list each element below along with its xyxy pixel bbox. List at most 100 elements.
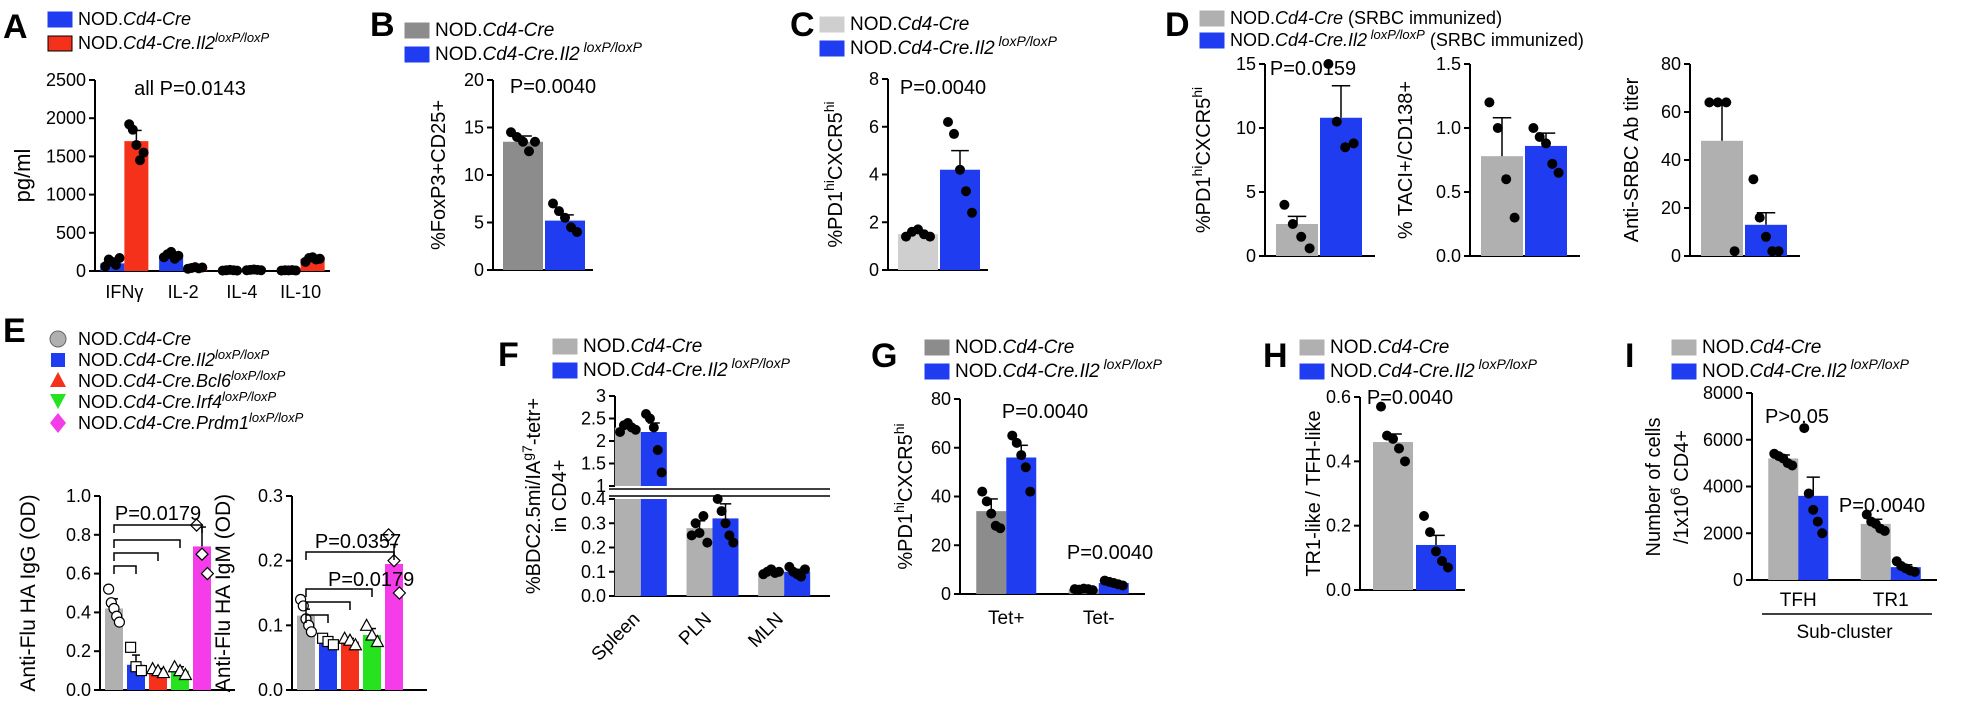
data-point [1323,59,1334,69]
annotation: P=0.0179 [328,569,414,591]
data-point [1340,142,1351,153]
y-tick-label: 2.5 [581,409,606,429]
y-tick-label: 2000 [1703,523,1743,543]
x-tick-label: IL-10 [280,282,321,302]
data-point [1817,528,1828,539]
data-point [1419,511,1429,522]
data-point [1331,116,1342,127]
legend-swatch [1671,339,1697,356]
data-point [1287,219,1298,229]
significance-bracket [305,614,329,623]
legend-label: NOD.Cd4-Cre [850,14,969,35]
legend-label: NOD.Cd4-Cre [955,337,1074,358]
data-point [124,641,137,653]
data-point [1729,246,1740,257]
legend-label: NOD.Cd4-Cre [1330,337,1449,358]
bar [1098,583,1129,594]
data-point [1348,138,1359,149]
y-axis-title: TR1-like / TFH-like [1303,410,1325,576]
data-point [1799,423,1810,434]
y-axis-title: %FoxP3+CD25+ [428,100,450,250]
y-tick-label: 1.0 [66,486,91,506]
data-point [1501,174,1512,185]
legend-swatch [1299,363,1325,380]
annotation: P=0.0040 [510,76,596,98]
y-tick-label: 15 [464,118,484,138]
panel-c: C 0 2 4 6 8 %PD1hiCXCR5hi P=0.0040 [790,6,988,280]
y-axis-title: Number of cells [1643,418,1665,557]
y-tick-label: 6000 [1703,430,1743,450]
panel-a: A 0 500 1000 1500 2000 2500 pg/ml IFNγ IL-2 IL-4 IL… [3,8,330,302]
legend-marker [51,353,65,367]
data-point [1376,401,1386,412]
y-tick-label: 8 [869,69,879,89]
y-tick-label: 0.0 [66,680,91,700]
data-point [1712,97,1723,108]
data-point [197,262,208,273]
bar [193,546,211,690]
y-tick-label: 0.2 [581,538,606,558]
data-point [1431,546,1441,557]
legend-label: NOD.Cd4-Cre (SRBC immunized) [1230,8,1502,28]
data-point [1773,246,1784,257]
y-tick-label: 0 [474,260,484,280]
data-point [370,634,385,648]
x-tick-label: Tet- [1083,608,1115,629]
data-point [686,530,697,541]
legend-swatch [404,22,430,39]
legend-swatch [1199,10,1225,27]
data-point [1492,123,1503,133]
y-tick-label: 60 [1661,102,1681,122]
y-tick-label: 0.2 [258,551,283,571]
data-point [387,553,401,568]
legend-label: NOD.Cd4-Cre [78,329,191,349]
y-axis-title: Anti-Flu HA IgG (OD) [17,494,40,691]
data-point [694,527,705,538]
legend-label: NOD.Cd4-Cre [78,9,191,29]
bar [1768,458,1799,580]
legend-label: NOD.Cd4-Cre [435,20,554,41]
legend-label: NOD.Cd4-Cre.Il2 loxP/loxP (SRBC immunize… [1230,27,1584,51]
panel-e: E 0.0 0.2 0.4 0.6 0.8 1.0 Anti-Flu HA IgG (OD) P… [3,312,427,700]
data-point [716,506,727,517]
y-axis-title: /1x106 CD4+ [1667,430,1693,544]
bar [1481,156,1523,256]
data-point [290,265,301,276]
data-point [690,518,701,529]
data-point [995,523,1006,534]
y-axis-title: pg/ml [10,149,35,203]
y-tick-label: 0 [1246,246,1256,266]
data-point [1553,167,1564,178]
bar [1373,442,1413,590]
bar [940,169,980,270]
data-point [1787,460,1798,471]
data-point [1721,97,1732,108]
data-point [1394,443,1404,454]
data-point [698,510,709,521]
data-point [702,537,713,548]
data-point [173,250,184,261]
y-tick-label: 2500 [46,70,86,90]
y-axis-title: % TACI+/CD138+ [1395,81,1417,239]
y-tick-label: 10 [1236,118,1256,138]
data-point [554,206,564,217]
data-point [955,164,965,175]
legend-label: NOD.Cd4-Cre.Prdm1loxP/loxP [78,410,304,434]
legend-marker [50,394,66,409]
data-point [348,637,363,651]
significance-bracket [113,552,159,561]
x-tick-label: Tet+ [988,608,1024,629]
data-point [949,128,959,139]
y-tick-label: 0 [941,584,951,604]
y-tick-label: 1.5 [581,454,606,474]
legend-swatch [404,46,430,63]
data-point [712,494,723,504]
y-tick-label: 0.2 [66,641,91,661]
panel-letter: E [3,312,26,350]
legend-swatch [819,40,845,57]
data-point [572,227,582,237]
y-tick-label: 80 [931,389,951,409]
y-tick-label: 1 [596,476,606,496]
y-tick-label: 20 [931,535,951,555]
y-tick-label: 2 [596,431,606,451]
